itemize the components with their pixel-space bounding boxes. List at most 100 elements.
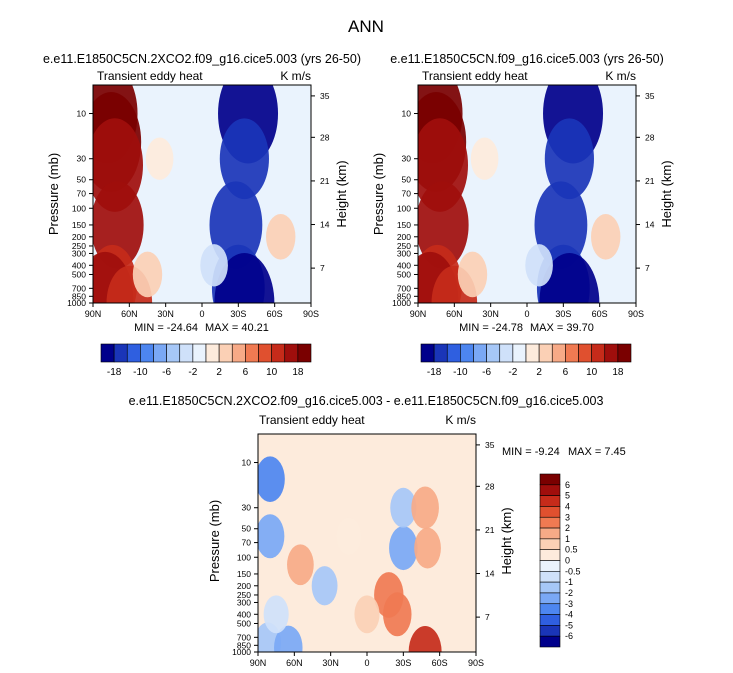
colorbar-swatch — [539, 549, 561, 561]
height-tick-label: 14 — [485, 569, 495, 579]
colorbar: -18 -10 -6 -2 2 6 10 18 — [100, 343, 312, 378]
colorbar: -18 -10 -6 -2 2 6 10 18 — [420, 343, 632, 378]
colorbar-label: 2 — [536, 367, 542, 378]
colorbar-swatch — [539, 473, 561, 486]
y-tick-label: 70 — [77, 189, 87, 199]
y-tick-label: 700 — [397, 283, 411, 293]
colorbar-swatch — [205, 343, 220, 363]
x-tick-label: 90S — [628, 309, 644, 319]
contour-blob — [214, 253, 275, 303]
colorbar-label: 0.5 — [565, 545, 578, 555]
colorbar-label: -6 — [565, 631, 573, 641]
contour-blob — [258, 456, 285, 502]
colorbar-label: 2 — [565, 523, 570, 533]
colorbar-swatch — [539, 625, 561, 637]
colorbar-label: 3 — [565, 512, 570, 522]
height-axis: 35 28 21 14 7 — [476, 440, 495, 622]
contour-blob — [209, 181, 263, 269]
y-tick-label: 200 — [237, 581, 251, 591]
colorbar-label: -1 — [565, 577, 573, 587]
contour-blob — [457, 251, 488, 298]
colorbar-swatch — [539, 516, 561, 529]
panel-subtitle-left: Transient eddy heat — [259, 413, 365, 427]
height-tick-label: 14 — [645, 220, 655, 230]
max-label: MAX = 7.45 — [568, 446, 626, 458]
contour-blob — [311, 566, 338, 606]
y-tick-label: 10 — [402, 109, 412, 119]
colorbar-swatch — [539, 581, 561, 594]
colorbar-label: -0.5 — [565, 566, 581, 576]
contour-field — [93, 85, 296, 303]
y-tick-label: 400 — [72, 260, 86, 270]
contour-blob — [287, 544, 314, 586]
height-tick-label: 7 — [485, 612, 490, 622]
height-axis: 35 28 21 14 7 — [311, 91, 330, 273]
panel-title: e.e11.E1850C5CN.2XCO2.f09_g16.cice5.003 … — [129, 394, 604, 408]
x-tick-label: 60N — [121, 309, 138, 319]
contour-blob — [390, 487, 417, 528]
height-tick-label: 7 — [320, 263, 325, 273]
contour-blob — [145, 137, 174, 180]
colorbar-swatch — [525, 343, 540, 363]
colorbar-label: -10 — [133, 367, 148, 378]
height-axis-label: Height (km) — [334, 160, 349, 227]
x-tick-label: 30N — [482, 309, 499, 319]
y-tick-label: 500 — [397, 269, 411, 279]
colorbar-label: 0 — [565, 556, 570, 566]
x-tick-label: 0 — [524, 309, 529, 319]
max-label: MAX = 40.21 — [205, 322, 269, 334]
contour-blob — [525, 244, 553, 287]
height-tick-label: 21 — [485, 525, 495, 535]
height-tick-label: 35 — [320, 91, 330, 101]
colorbar-swatch — [539, 538, 561, 550]
colorbar-swatch — [460, 343, 474, 363]
colorbar-label: -5 — [565, 620, 573, 630]
y-tick-label: 400 — [237, 609, 251, 619]
x-tick-label: 60N — [446, 309, 463, 319]
colorbar-swatch — [617, 343, 632, 363]
colorbar-swatch — [446, 343, 461, 363]
min-label: MIN = -24.64 — [134, 322, 198, 334]
y-tick-label: 250 — [237, 590, 251, 600]
colorbar-swatch — [565, 343, 579, 363]
colorbar-swatch — [420, 343, 435, 363]
colorbar-swatch — [512, 343, 527, 363]
y-tick-label: 30 — [77, 154, 87, 164]
height-tick-label: 7 — [645, 263, 650, 273]
panel-title: e.e11.E1850C5CN.2XCO2.f09_g16.cice5.003 … — [43, 52, 361, 66]
colorbar-swatch — [539, 484, 561, 496]
x-tick-label: 0 — [199, 309, 204, 319]
y-tick-label: 150 — [72, 220, 86, 230]
y-tick-label: 100 — [72, 203, 86, 213]
colorbar-swatch — [218, 343, 233, 363]
colorbar-label: 6 — [565, 480, 570, 490]
y-tick-label: 100 — [397, 203, 411, 213]
colorbar-label: 1 — [565, 534, 570, 544]
min-label: MIN = -9.24 — [502, 446, 560, 458]
colorbar-label: -2 — [188, 367, 197, 378]
colorbar-swatch — [539, 527, 561, 540]
y-tick-label: 1000 — [232, 647, 251, 657]
colorbar-label: 6 — [563, 367, 569, 378]
colorbar-swatch — [539, 560, 561, 572]
colorbar-swatch — [153, 343, 167, 363]
colorbar-swatch — [578, 343, 592, 363]
contour-blob — [354, 595, 380, 634]
y-tick-label: 500 — [237, 618, 251, 628]
colorbar-label: 2 — [216, 367, 222, 378]
y-tick-label: 500 — [72, 269, 86, 279]
height-tick-label: 35 — [645, 91, 655, 101]
panel-subtitle-left: Transient eddy heat — [422, 69, 528, 83]
page-title: ANN — [348, 17, 384, 36]
height-axis-label: Height (km) — [499, 507, 514, 574]
colorbar-label: -6 — [162, 367, 171, 378]
colorbar-swatch — [297, 343, 312, 363]
height-tick-label: 28 — [320, 132, 330, 142]
x-tick-label: 60S — [592, 309, 608, 319]
y-tick-label: 10 — [77, 109, 87, 119]
contour-blob — [534, 181, 588, 269]
y-tick-label: 10 — [242, 458, 252, 468]
contour-blob — [258, 514, 285, 559]
y-tick-label: 30 — [242, 503, 252, 513]
